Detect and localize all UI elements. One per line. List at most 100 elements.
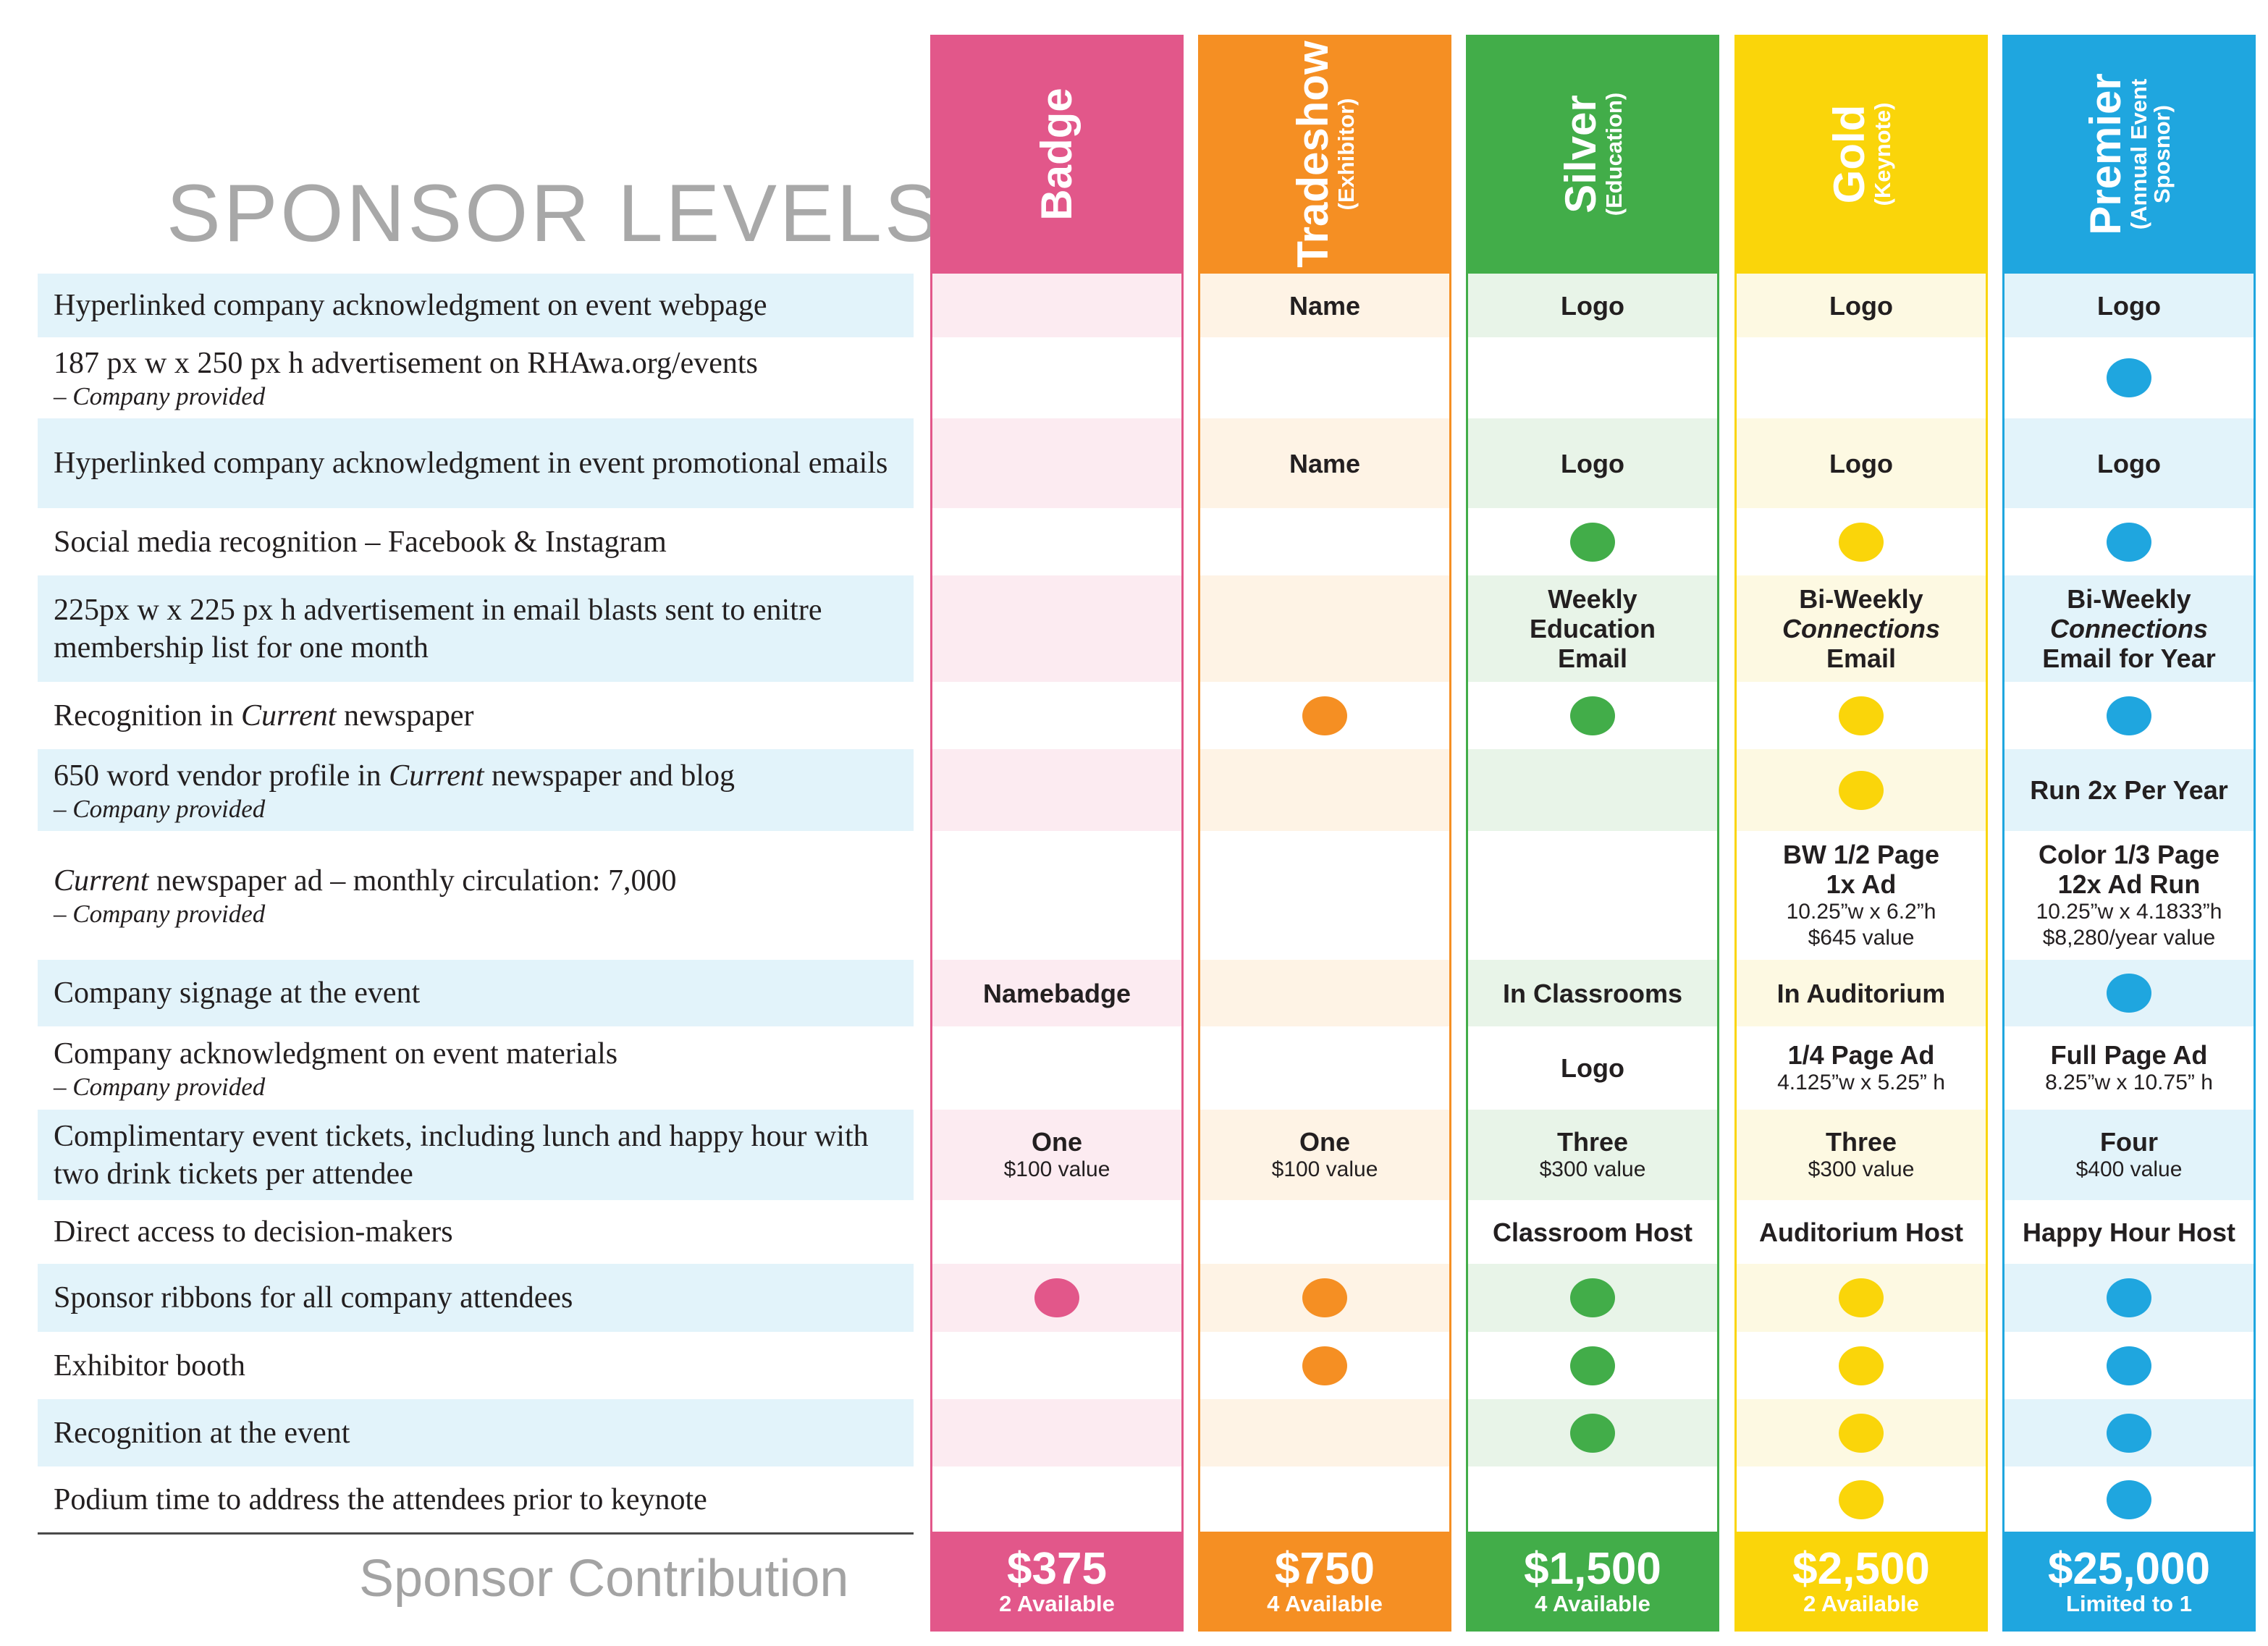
- included-dot-icon: [1570, 522, 1615, 562]
- included-dot-icon: [2107, 974, 2151, 1013]
- feature-row-label: Company acknowledgment on event material…: [38, 1026, 914, 1110]
- tier-cell: [1200, 831, 1449, 960]
- cell-note-line2: $8,280/year value: [2042, 926, 2216, 950]
- cell-note: $100 value: [1271, 1157, 1378, 1181]
- feature-text: Podium time to address the attendees pri…: [54, 1482, 707, 1516]
- tier-body-premier: Logo Logo Bi-Weekly Connections Email for Ye…: [2002, 274, 2256, 1532]
- tier-availability: Limited to 1: [2066, 1591, 2192, 1616]
- cell-value: Logo: [1829, 290, 1893, 321]
- footer-divider: [38, 1532, 914, 1535]
- tier-name: Tradeshow: [1289, 41, 1337, 268]
- tier-cell: [932, 274, 1181, 337]
- tier-cell: Name: [1200, 274, 1449, 337]
- cell-value: Weekly: [1548, 584, 1637, 614]
- tier-cell: [2004, 508, 2254, 575]
- cell-value: 1/4 Page Ad: [1787, 1040, 1935, 1070]
- tier-body-silver: Logo Logo Weekly Education Email In Classroom…: [1466, 274, 1719, 1532]
- cell-note: $400 value: [2075, 1157, 2183, 1181]
- cell-value: Logo: [1561, 1053, 1624, 1083]
- included-dot-icon: [1570, 696, 1615, 735]
- tier-cell: [1468, 749, 1717, 831]
- tier-cell: In Classrooms: [1468, 960, 1717, 1026]
- tier-cell: [1468, 682, 1717, 749]
- tier-cell: In Auditorium: [1737, 960, 1986, 1026]
- feature-row-label: Direct access to decision-makers: [38, 1200, 914, 1264]
- tier-cell: [1200, 1026, 1449, 1110]
- tier-price-box-premier: $25,000 Limited to 1: [2002, 1532, 2256, 1632]
- tier-cell: [932, 508, 1181, 575]
- feature-row-label: Hyperlinked company acknowledgment on ev…: [38, 274, 914, 337]
- cell-value-line3: Email for Year: [2042, 643, 2216, 673]
- tier-cell: [932, 1200, 1181, 1264]
- tier-cell: [1200, 1466, 1449, 1532]
- tier-cell: Weekly Education Email: [1468, 575, 1717, 682]
- tier-cell: Logo: [1737, 418, 1986, 508]
- included-dot-icon: [1570, 1278, 1615, 1317]
- cell-value: Bi-Weekly: [2067, 584, 2191, 614]
- tier-cell: Color 1/3 Page 12x Ad Run 10.25”w x 4.1833…: [2004, 831, 2254, 960]
- tier-cell: [1468, 508, 1717, 575]
- cell-note: 10.25”w x 4.1833”h: [2036, 900, 2222, 924]
- feature-text: 187 px w x 250 px h advertisement on RHA…: [54, 347, 758, 380]
- cell-value: Full Page Ad: [2050, 1040, 2208, 1070]
- tier-body-badge: Namebadge One $100 value: [930, 274, 1184, 1532]
- cell-value: Logo: [1829, 448, 1893, 478]
- feature-text: Recognition at the event: [54, 1416, 350, 1450]
- tier-column-gold: Gold (Keynote) Logo Logo Bi-Weekly Connection…: [1734, 35, 1988, 1632]
- cell-note: 10.25”w x 6.2”h: [1786, 900, 1936, 924]
- tier-cell: [1468, 1332, 1717, 1399]
- feature-text: Hyperlinked company acknowledgment in ev…: [54, 447, 888, 480]
- cell-value: Logo: [2097, 290, 2161, 321]
- tier-cell: [932, 749, 1181, 831]
- tier-cell: [2004, 960, 2254, 1026]
- tier-column-silver: Silver (Education) Logo Logo Weekly Education…: [1466, 35, 1719, 1632]
- cell-value: Happy Hour Host: [2022, 1217, 2235, 1247]
- cell-value: Logo: [1561, 290, 1624, 321]
- feature-row-label: Sponsor ribbons for all company attendee…: [38, 1264, 914, 1332]
- tier-cell: Happy Hour Host: [2004, 1200, 2254, 1264]
- cell-note: $300 value: [1808, 1157, 1915, 1181]
- tier-cell: 1/4 Page Ad 4.125”w x 5.25” h: [1737, 1026, 1986, 1110]
- tier-cell: [1468, 1466, 1717, 1532]
- cell-note: $300 value: [1539, 1157, 1646, 1181]
- cell-value: In Auditorium: [1776, 978, 1946, 1008]
- cell-value-line3: Email: [1826, 643, 1897, 673]
- tier-cell: [2004, 682, 2254, 749]
- tier-cell: [2004, 1264, 2254, 1332]
- tier-cell: Classroom Host: [1468, 1200, 1717, 1264]
- cell-value-emphasis: Connections: [2050, 614, 2208, 643]
- tier-body-gold: Logo Logo Bi-Weekly Connections Email BW 1/2 …: [1734, 274, 1988, 1532]
- tier-cell: Three $300 value: [1468, 1110, 1717, 1200]
- cell-value: BW 1/2 Page: [1782, 840, 1940, 869]
- feature-text-pre: 650 word vendor profile in: [54, 759, 389, 793]
- feature-row-label: Hyperlinked company acknowledgment in ev…: [38, 418, 914, 508]
- cell-value: Classroom Host: [1492, 1217, 1693, 1247]
- cell-value: Bi-Weekly: [1799, 584, 1923, 614]
- tier-cell: Logo: [1468, 274, 1717, 337]
- feature-note: – Company provided: [54, 1072, 266, 1101]
- feature-text-post: newspaper: [336, 699, 474, 733]
- tier-cell: [1200, 682, 1449, 749]
- tier-cell: [1200, 960, 1449, 1026]
- included-dot-icon: [2107, 1346, 2151, 1385]
- cell-value: Run 2x Per Year: [2030, 775, 2228, 805]
- tier-subtitle: (Education): [1601, 92, 1627, 216]
- feature-text-emphasis: Current: [389, 759, 484, 793]
- tier-cell: Bi-Weekly Connections Email: [1737, 575, 1986, 682]
- feature-row-label: Company signage at the event: [38, 960, 914, 1026]
- tier-header-text: Premier (Annual Event Sposnor): [2081, 73, 2175, 235]
- tier-cell: [1200, 1399, 1449, 1466]
- tier-cell: [1737, 337, 1986, 418]
- tier-column-tradeshow: Tradeshow (Exhibitor) Name Name One $100 valu…: [1198, 35, 1451, 1632]
- feature-text: Current newspaper ad – monthly circulati…: [54, 862, 914, 900]
- feature-text-emphasis: Current: [54, 864, 149, 898]
- cell-note-line2: $645 value: [1808, 926, 1915, 950]
- feature-text-pre: Recognition in: [54, 699, 241, 733]
- included-dot-icon: [1839, 1346, 1884, 1385]
- tier-cell: Auditorium Host: [1737, 1200, 1986, 1264]
- included-dot-icon: [1302, 1278, 1347, 1317]
- tier-subtitle: (Exhibitor): [1333, 98, 1359, 211]
- tier-price: $750: [1275, 1544, 1375, 1594]
- cell-note: $100 value: [1003, 1157, 1110, 1181]
- cell-value: Name: [1289, 448, 1361, 478]
